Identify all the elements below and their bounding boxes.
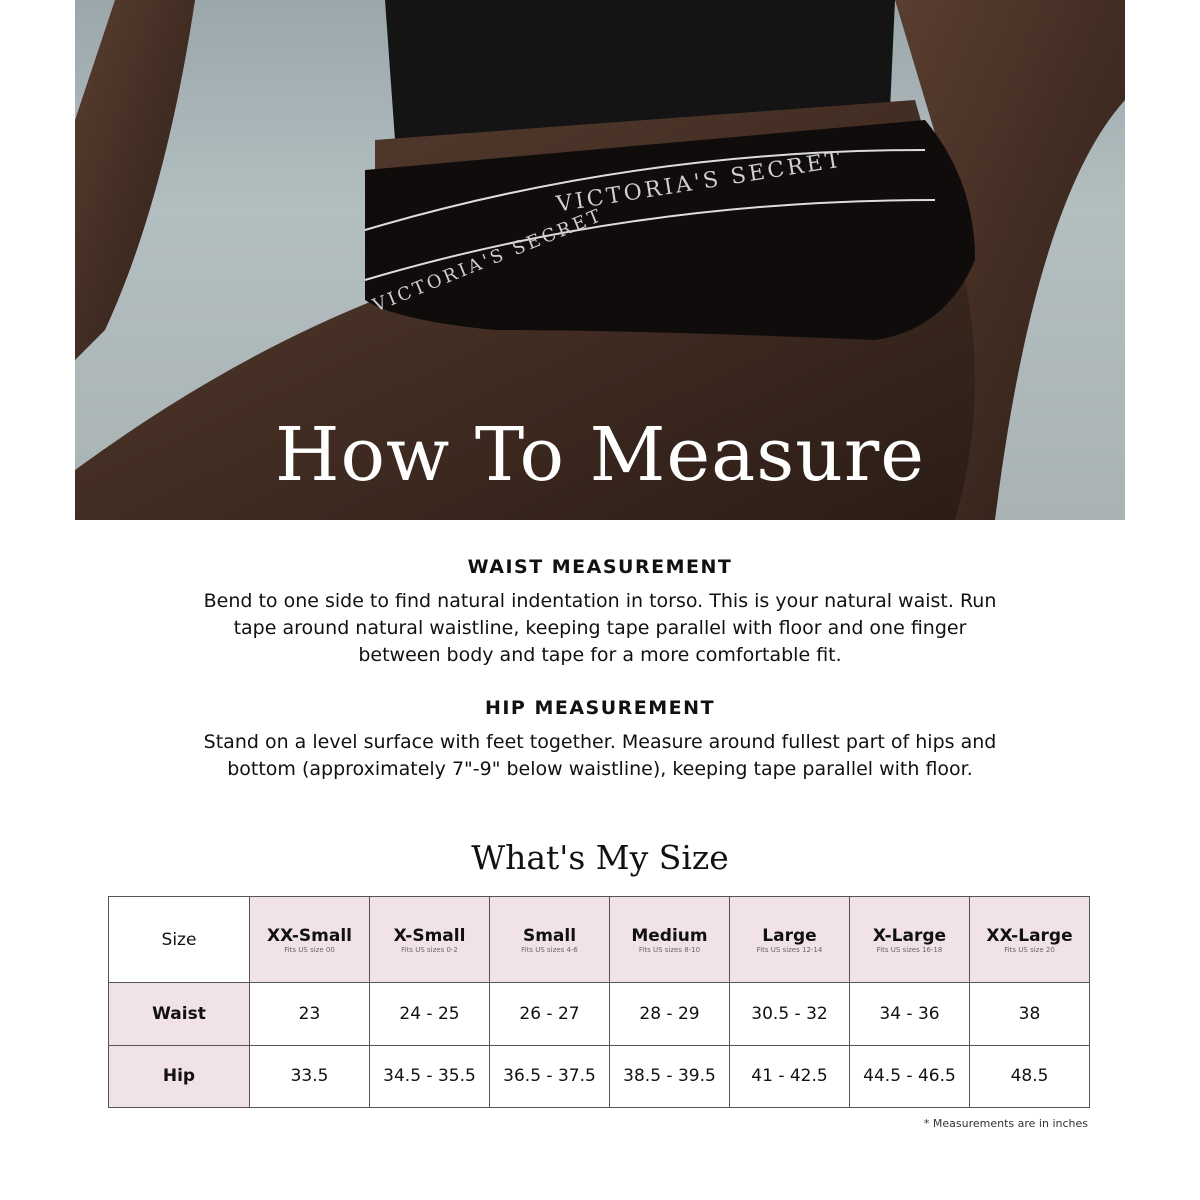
size-header-cell: XX-Large Fits US size 20 [969,895,1090,984]
size-fits: Fits US sizes 8-10 [638,945,701,954]
size-header-cell: Small Fits US sizes 4-6 [489,895,610,984]
text-line: tape around natural waistline, keeping t… [233,617,967,639]
size-fits: Fits US sizes 4-6 [521,945,578,954]
size-header-row: Size XX-Small Fits US size 00 X-Small Fits U… [108,895,1090,984]
hip-value: 38.5 - 39.5 [609,1044,730,1109]
size-name: XX-Large [986,925,1073,946]
waist-value: 34 - 36 [849,982,970,1046]
size-header-cell: X-Small Fits US sizes 0-2 [369,895,490,984]
text-line: Stand on a level surface with feet toget… [203,731,997,753]
size-name: Large [762,925,817,946]
size-name: Small [522,925,577,946]
hip-value: 41 - 42.5 [729,1044,850,1109]
text-line: Bend to one side to find natural indenta… [203,590,997,612]
size-name: X-Large [872,925,947,946]
size-header-cell: Large Fits US sizes 12-14 [729,895,850,984]
text-line: bottom (approximately 7"-9" below waistl… [227,758,973,780]
row-label-waist: Waist [108,982,250,1046]
hip-value: 48.5 [969,1044,1090,1109]
size-fits: Fits US sizes 16-18 [876,945,943,954]
waist-value: 38 [969,982,1090,1046]
row-label-hip: Hip [108,1044,250,1109]
hip-value: 44.5 - 46.5 [849,1044,970,1109]
hip-instructions: Stand on a level surface with feet toget… [0,729,1200,783]
waist-heading: WAIST MEASUREMENT [467,556,733,578]
hip-row: Hip 33.5 34.5 - 35.5 36.5 - 37.5 38.5 - 39.5… [108,1044,1090,1109]
waist-value: 26 - 27 [489,982,610,1046]
page-title: How To Measure [274,412,926,498]
waist-value: 30.5 - 32 [729,982,850,1046]
size-header-cell: X-Large Fits US sizes 16-18 [849,895,970,984]
size-fits: Fits US size 20 [1004,945,1055,954]
waist-instructions: Bend to one side to find natural indenta… [0,588,1200,669]
size-header-cell: XX-Small Fits US size 00 [249,895,370,984]
waist-value: 23 [249,982,370,1046]
hip-value: 36.5 - 37.5 [489,1044,610,1109]
size-name: X-Small [393,925,466,946]
waist-row: Waist 23 24 - 25 26 - 27 28 - 29 30.5 - 32 34 … [108,982,1090,1046]
hero-image: VICTORIA'S SECRET VICTORIA'S SECRET How … [75,0,1125,520]
size-chart-table: Size XX-Small Fits US size 00 X-Small Fits U… [108,895,1090,1109]
waist-value: 24 - 25 [369,982,490,1046]
size-name: Medium [631,925,708,946]
corner-cell: Size [108,895,250,984]
model-photo [75,0,1125,520]
size-name: XX-Small [267,925,352,946]
waist-value: 28 - 29 [609,982,730,1046]
size-fits: Fits US sizes 12-14 [756,945,823,954]
size-fits: Fits US size 00 [284,945,335,954]
size-header-cell: Medium Fits US sizes 8-10 [609,895,730,984]
hip-value: 33.5 [249,1044,370,1109]
text-line: between body and tape for a more comfort… [358,644,842,666]
hip-value: 34.5 - 35.5 [369,1044,490,1109]
size-chart-title: What's My Size [471,838,729,877]
hip-heading: HIP MEASUREMENT [484,697,716,719]
measurement-note: * Measurements are in inches [923,1117,1088,1130]
size-fits: Fits US sizes 0-2 [401,945,458,954]
